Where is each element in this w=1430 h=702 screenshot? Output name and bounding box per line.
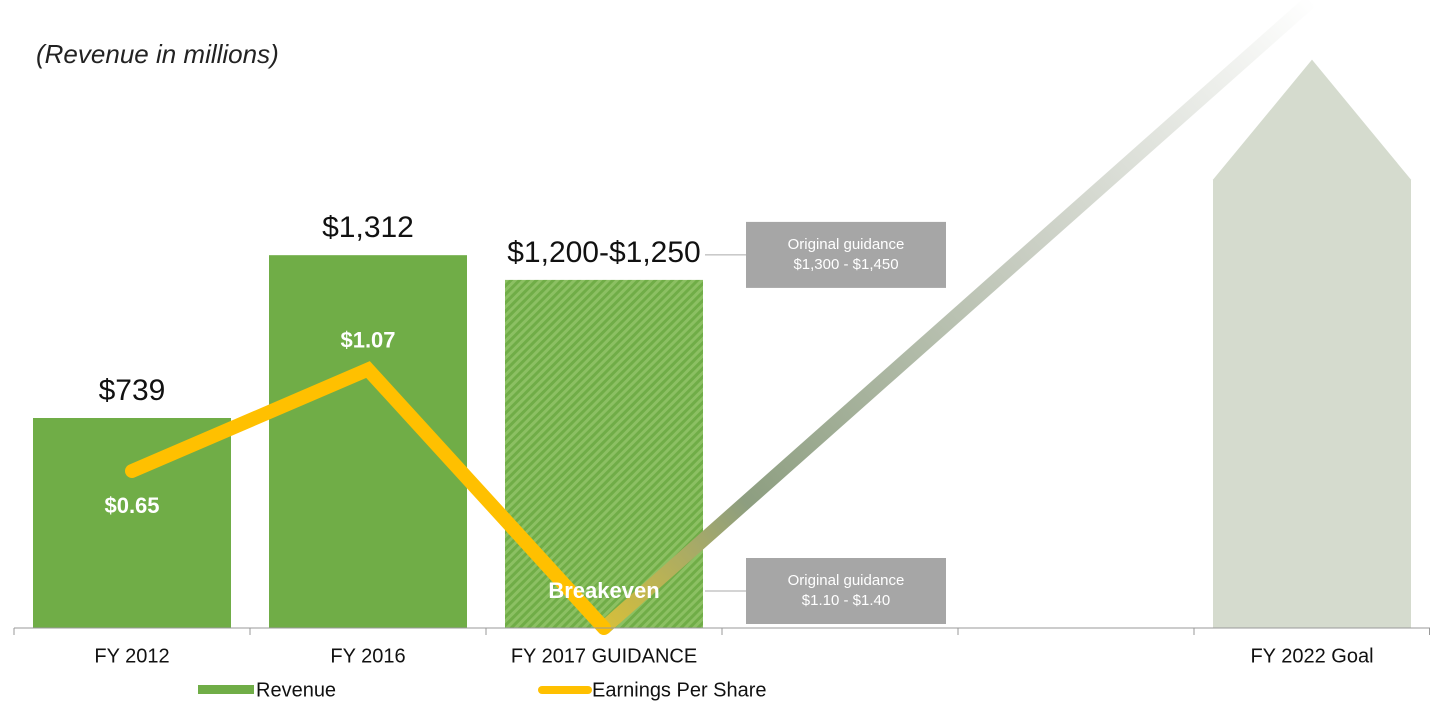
bar (33, 418, 231, 628)
x-tick-label: FY 2012 (94, 645, 169, 667)
annotation-text: $1,300 - $1,450 (793, 256, 898, 273)
annotation-title: Original guidance (788, 572, 905, 589)
x-tick-label: FY 2022 Goal (1250, 645, 1373, 667)
eps-value-label: $0.65 (104, 493, 159, 518)
bar-value-label: $739 (99, 374, 166, 407)
goal-bar (1213, 59, 1411, 629)
annotation-box (746, 221, 946, 288)
eps-goal-trend (599, 0, 1317, 634)
eps-value-label: $1.07 (340, 327, 395, 352)
bar-value-label: $1,312 (322, 211, 414, 244)
bar-value-label: $1,200-$1,250 (507, 236, 701, 269)
annotation-box (746, 558, 946, 624)
eps-value-label: Breakeven (548, 578, 659, 603)
eps-line (125, 361, 611, 635)
legend-label: Revenue (256, 679, 336, 701)
annotation-title: Original guidance (788, 236, 905, 253)
annotation-text: $1.10 - $1.40 (802, 592, 890, 609)
x-tick-label: FY 2016 (330, 645, 405, 667)
subtitle: (Revenue in millions) (36, 39, 279, 69)
legend-label: Earnings Per Share (592, 679, 767, 701)
x-tick-label: FY 2017 GUIDANCE (511, 645, 697, 667)
legend-swatch (198, 685, 254, 694)
